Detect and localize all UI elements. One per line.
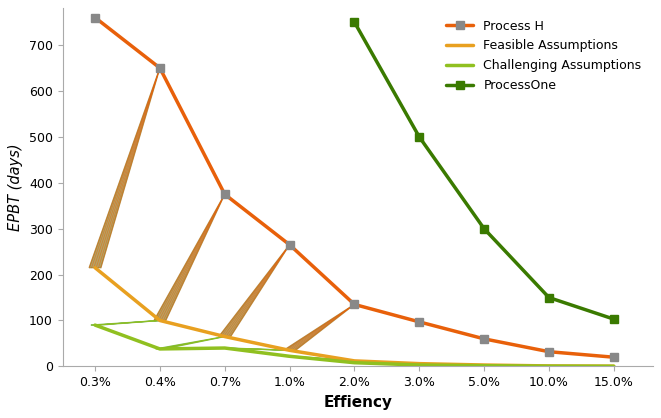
Line: Process H: Process H xyxy=(91,14,617,361)
Feasible Assumptions xyxy=(480,362,488,367)
Polygon shape xyxy=(89,68,160,268)
Challenging Assumptions xyxy=(610,364,618,369)
Process H xyxy=(91,15,99,20)
Feasible Assumptions xyxy=(156,318,164,323)
Feasible Assumptions xyxy=(91,265,99,270)
Line: ProcessOne: ProcessOne xyxy=(350,18,617,323)
Challenging Assumptions xyxy=(480,363,488,368)
Challenging Assumptions xyxy=(221,346,229,351)
Challenging Assumptions xyxy=(545,364,553,369)
ProcessOne xyxy=(610,316,618,321)
ProcessOne xyxy=(480,226,488,231)
ProcessOne xyxy=(545,295,553,300)
Line: Feasible Assumptions: Feasible Assumptions xyxy=(95,268,614,366)
Challenging Assumptions xyxy=(415,362,423,367)
Polygon shape xyxy=(286,356,354,361)
Feasible Assumptions xyxy=(221,334,229,339)
Process H xyxy=(480,336,488,342)
X-axis label: Effiency: Effiency xyxy=(323,395,392,410)
Challenging Assumptions xyxy=(91,323,99,328)
ProcessOne xyxy=(350,20,358,25)
Process H xyxy=(545,349,553,354)
Feasible Assumptions xyxy=(610,364,618,369)
Polygon shape xyxy=(154,194,225,321)
Polygon shape xyxy=(219,245,290,336)
Y-axis label: EPBT (days): EPBT (days) xyxy=(9,143,23,231)
ProcessOne xyxy=(415,134,423,139)
Process H xyxy=(286,242,293,247)
Process H xyxy=(156,66,164,71)
Process H xyxy=(221,192,229,197)
Feasible Assumptions xyxy=(350,358,358,363)
Feasible Assumptions xyxy=(415,361,423,366)
Polygon shape xyxy=(221,348,290,350)
Challenging Assumptions xyxy=(156,347,164,352)
Process H xyxy=(415,319,423,324)
Feasible Assumptions xyxy=(286,348,293,353)
Polygon shape xyxy=(284,304,354,350)
Polygon shape xyxy=(156,336,225,349)
Line: Challenging Assumptions: Challenging Assumptions xyxy=(95,325,614,366)
Process H xyxy=(350,302,358,307)
Feasible Assumptions xyxy=(545,363,553,368)
Legend: Process H, Feasible Assumptions, Challenging Assumptions, ProcessOne: Process H, Feasible Assumptions, Challen… xyxy=(441,15,646,97)
Process H xyxy=(610,355,618,360)
Challenging Assumptions xyxy=(286,354,293,359)
Challenging Assumptions xyxy=(350,360,358,365)
Polygon shape xyxy=(91,321,160,325)
